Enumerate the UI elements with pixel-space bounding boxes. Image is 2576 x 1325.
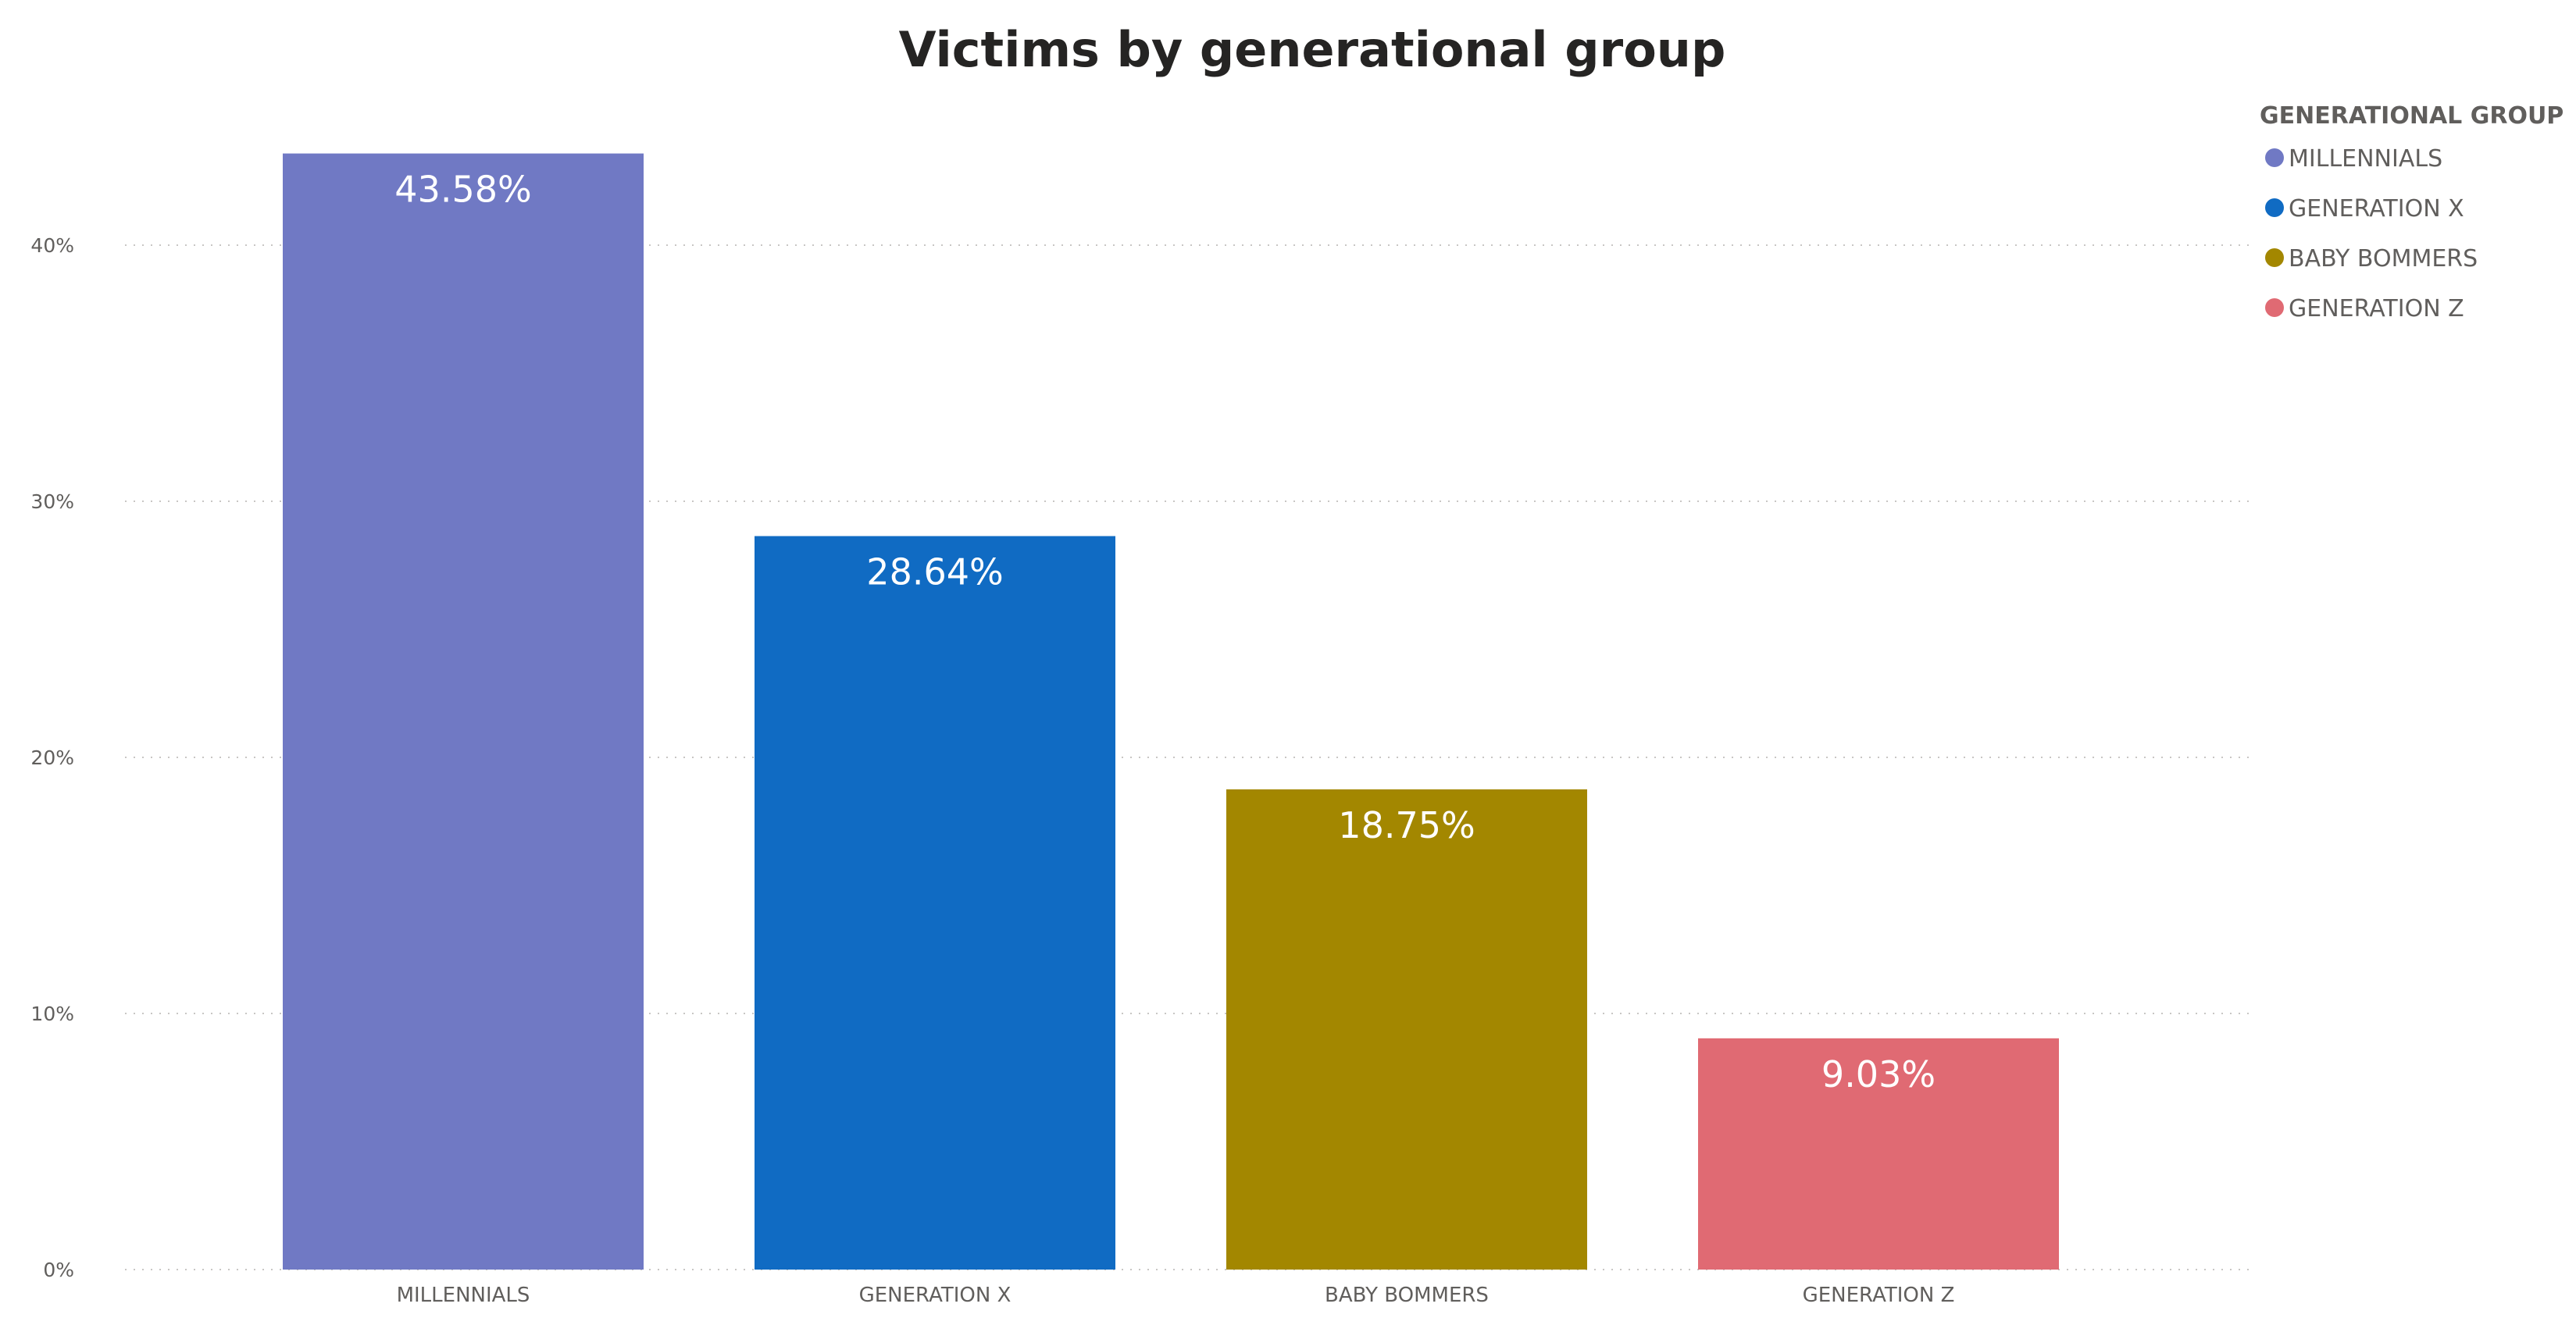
bar[interactable]	[283, 153, 644, 1270]
data-label: 18.75%	[1338, 804, 1475, 846]
data-label: 43.58%	[394, 169, 531, 211]
x-tick-label: MILLENNIALS	[397, 1284, 530, 1307]
legend-item[interactable]: GENERATION X	[2289, 195, 2464, 223]
data-label: 9.03%	[1821, 1053, 1936, 1095]
legend-marker-icon	[2265, 148, 2284, 167]
y-tick-label: 30%	[30, 490, 74, 513]
legend-marker-icon	[2265, 198, 2284, 217]
y-tick-label: 0%	[43, 1259, 74, 1281]
x-tick-label: GENERATION Z	[1803, 1284, 1955, 1307]
bar[interactable]	[1698, 1038, 2059, 1270]
legend-item[interactable]: GENERATION Z	[2289, 295, 2464, 322]
legend: GENERATIONAL GROUP MILLENNIALS GENERATION…	[2260, 102, 2564, 322]
x-tick-label: GENERATION X	[859, 1284, 1011, 1307]
data-label: 28.64%	[866, 551, 1003, 593]
legend-item[interactable]: MILLENNIALS	[2289, 145, 2442, 173]
legend-item[interactable]: BABY BOMMERS	[2289, 245, 2478, 272]
y-tick-label: 10%	[30, 1003, 74, 1025]
legend-marker-icon	[2265, 298, 2284, 317]
legend-title: GENERATIONAL GROUP	[2260, 102, 2564, 130]
chart-title: Victims by generational group	[899, 21, 1726, 78]
bars	[283, 153, 2059, 1270]
x-axis: MILLENNIALS GENERATION X BABY BOMMERS GENER…	[397, 1284, 1955, 1307]
legend-marker-icon	[2265, 248, 2284, 267]
y-tick-label: 40%	[30, 234, 74, 257]
bar[interactable]	[1226, 789, 1587, 1270]
data-labels: 43.58% 28.64% 18.75% 9.03%	[394, 169, 1936, 1095]
x-tick-label: BABY BOMMERS	[1325, 1284, 1489, 1307]
y-tick-label: 20%	[30, 746, 74, 769]
y-axis: 0% 10% 20% 30% 40%	[30, 234, 74, 1281]
bar[interactable]	[755, 536, 1115, 1270]
